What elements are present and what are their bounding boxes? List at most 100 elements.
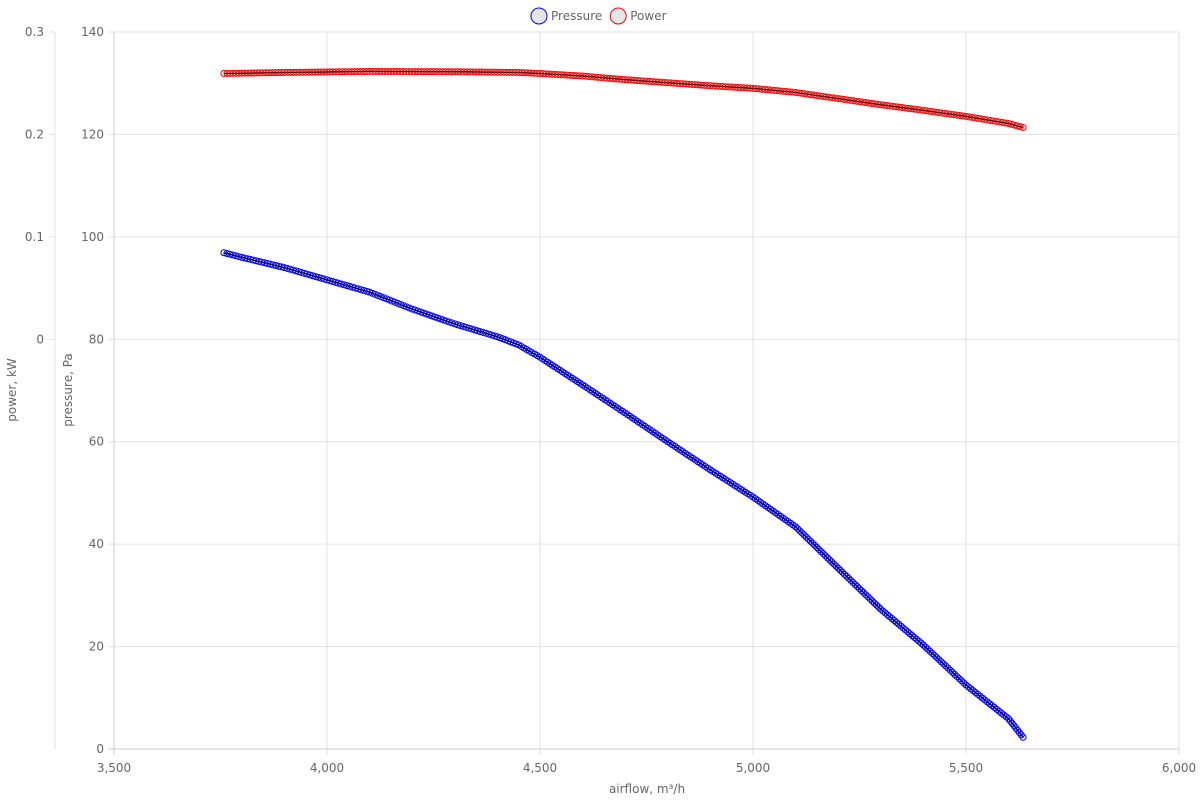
pressure-point	[807, 537, 815, 545]
pressure-point	[906, 630, 914, 638]
pressure-point	[875, 603, 883, 611]
pressure-tick-label: 60	[89, 435, 104, 449]
pressure-point	[946, 666, 954, 674]
pressure-markers	[220, 249, 1027, 741]
pressure-point	[942, 662, 950, 670]
pressure-point	[856, 585, 863, 593]
x-tick-label: 5,000	[736, 761, 770, 775]
pressure-point	[804, 535, 812, 543]
pressure-point	[944, 664, 952, 672]
pressure-point	[862, 591, 870, 599]
series	[220, 67, 1027, 741]
pressure-point	[830, 560, 838, 568]
pressure-point	[800, 531, 808, 539]
legend-label-power: Power	[630, 9, 666, 23]
pressure-point	[826, 556, 834, 564]
pressure-point	[870, 599, 878, 607]
pressure-point	[828, 558, 836, 566]
pressure-point	[881, 609, 889, 617]
pressure-point	[868, 597, 876, 605]
x-axis-label: airflow, m³/h	[609, 782, 685, 796]
pressure-point	[935, 656, 943, 664]
pressure-point	[838, 568, 846, 576]
power-tick-label: 0.2	[25, 127, 44, 141]
pressure-point	[1019, 733, 1027, 741]
pressure-tick-label: 80	[89, 332, 104, 346]
pressure-point	[811, 541, 819, 549]
power-markers	[220, 67, 1027, 131]
pressure-point	[1015, 729, 1023, 737]
power-line	[223, 70, 1024, 129]
x-tick-label: 4,500	[523, 761, 557, 775]
pressure-point	[819, 550, 827, 558]
pressure-point	[809, 539, 817, 547]
pressure-point	[792, 523, 800, 531]
pressure-point	[1006, 717, 1014, 725]
pressure-point	[901, 626, 909, 634]
pressure-point	[931, 652, 939, 660]
pressure-point	[802, 533, 810, 541]
pressure-point	[892, 618, 900, 626]
pressure-point	[794, 525, 802, 533]
pressure-point	[821, 552, 829, 560]
pressure-point	[847, 577, 855, 585]
pressure-tick-label: 20	[89, 640, 104, 654]
pressure-point	[922, 643, 930, 651]
pressure-point	[933, 654, 941, 662]
pressure-point	[845, 574, 853, 582]
pressure-point	[937, 658, 945, 666]
pressure-point	[915, 637, 923, 645]
pressure-point	[858, 587, 866, 595]
power-point	[1016, 123, 1024, 131]
pressure-tick-label: 0	[96, 742, 104, 756]
pressure-point	[951, 670, 959, 678]
pressure-point	[1005, 715, 1013, 723]
pressure-point	[899, 624, 907, 632]
power-tick-label: 0.3	[25, 25, 44, 39]
x-tick-label: 5,500	[949, 761, 983, 775]
pressure-point	[913, 635, 921, 643]
power-tick-label: 0.1	[25, 230, 44, 244]
pressure-point	[960, 679, 968, 687]
pressure-point	[924, 645, 932, 653]
pressure-point	[897, 622, 905, 630]
pressure-point	[890, 617, 898, 625]
pressure-point	[860, 589, 868, 597]
pressure-point	[864, 593, 872, 601]
power-tick-label: 0	[36, 332, 44, 346]
pressure-point	[836, 566, 844, 574]
x-tick-label: 4,000	[310, 761, 344, 775]
pressure-point	[879, 607, 887, 615]
pressure-point	[841, 570, 849, 578]
pressure-point	[873, 601, 881, 609]
pressure-point	[904, 628, 912, 636]
pressure-point	[888, 615, 896, 623]
pressure-point	[813, 543, 821, 551]
pressure-tick-label: 120	[81, 127, 104, 141]
pressure-point	[815, 546, 823, 554]
pressure-point	[824, 554, 832, 562]
pressure-point	[853, 583, 861, 591]
pressure-point	[1010, 722, 1018, 730]
pressure-point	[884, 611, 892, 619]
pressure-point	[843, 572, 851, 580]
pressure-point	[955, 675, 963, 683]
x-tick-label: 3,500	[97, 761, 131, 775]
pressure-point	[917, 639, 925, 647]
pressure-point	[949, 668, 957, 676]
grid	[108, 31, 1180, 755]
x-tick-label: 6,000	[1162, 761, 1196, 775]
pressure-point	[834, 564, 842, 572]
pressure-tick-label: 40	[89, 537, 104, 551]
pressure-tick-label: 140	[81, 25, 104, 39]
legend[interactable]: Pressure Power	[530, 7, 667, 25]
pressure-axis-label: pressure, Pa	[61, 353, 75, 427]
legend-label-pressure: Pressure	[551, 9, 602, 23]
pressure-point	[1014, 726, 1022, 734]
pressure-point	[1008, 719, 1016, 727]
pressure-point	[1017, 731, 1025, 739]
pressure-point	[940, 660, 948, 668]
pressure-tick-label: 100	[81, 230, 104, 244]
pressure-point	[849, 579, 857, 587]
